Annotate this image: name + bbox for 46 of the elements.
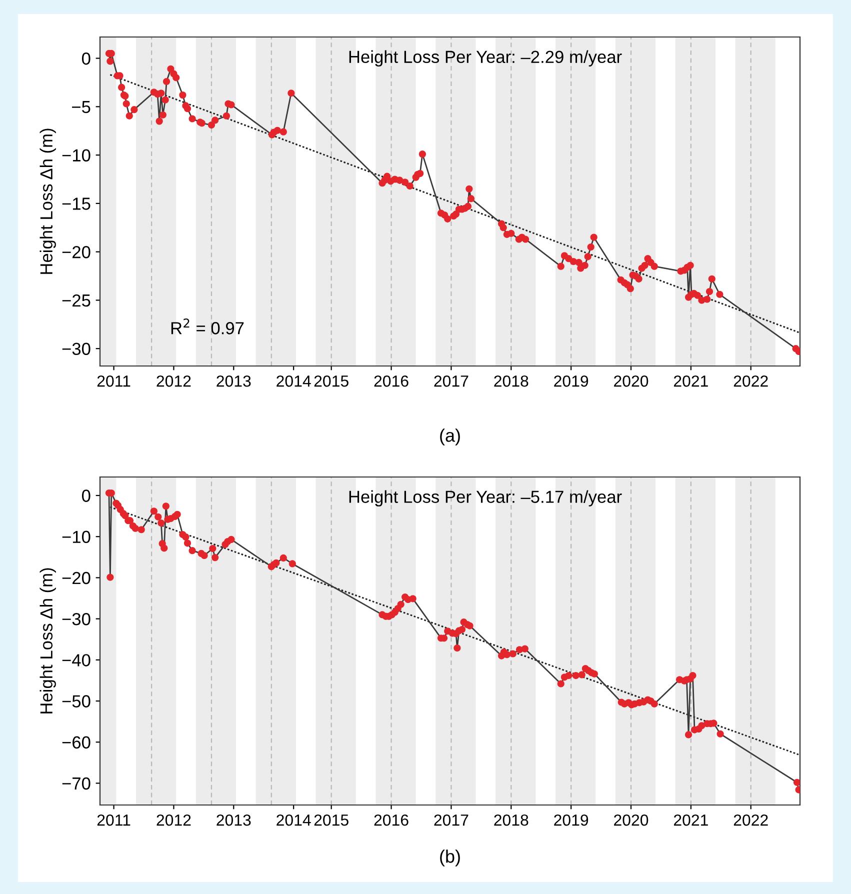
annotation: R$^{2}$ = 0.97 — [171, 318, 244, 334]
text: (b) — [440, 850, 460, 866]
y-axis-title: Height Loss Δh (m) — [40, 568, 56, 714]
x-tick-label: 2011 — [97, 814, 130, 826]
x-tick-label: 2011 — [97, 375, 130, 387]
y-tick-label: −10 — [62, 149, 90, 162]
x-tick-label: 2016 — [374, 814, 408, 826]
text: (a) — [440, 428, 460, 446]
y-tick-label: 0 — [82, 490, 90, 502]
x-tick-label: 2018 — [494, 814, 528, 826]
y-tick-label: −60 — [62, 736, 90, 749]
x-tick-label: 2012 — [156, 375, 191, 387]
y-axis-title: Height Loss Δh (m) — [40, 128, 56, 274]
x-tick-label: 2022 — [734, 814, 768, 826]
y-tick-label: −20 — [62, 246, 90, 258]
x-tick-label: 2021 — [674, 375, 708, 387]
annotation: Height Loss Per Year: –2.29 m/year — [349, 50, 622, 66]
x-tick-label: 2018 — [494, 375, 528, 387]
y-tick-label: −15 — [62, 198, 90, 210]
x-tick-label: 2020 — [614, 375, 648, 387]
y-tick-label: −40 — [62, 654, 90, 666]
x-tick-label: 2015 — [314, 375, 348, 387]
x-tick-label: 2014 — [276, 814, 311, 826]
x-tick-label: 2020 — [614, 814, 648, 826]
y-tick-label: −10 — [62, 530, 90, 544]
y-tick-label: −25 — [62, 294, 90, 307]
y-tick-label: −20 — [62, 572, 90, 584]
annotation: Height Loss Per Year: –5.17 m/year — [349, 490, 622, 506]
x-tick-label: 2022 — [734, 375, 768, 387]
x-tick-label: 2019 — [554, 814, 588, 826]
x-tick-label: 2017 — [434, 814, 468, 826]
x-tick-label: 2012 — [156, 814, 191, 826]
x-tick-label: 2017 — [434, 375, 468, 387]
y-tick-label: −70 — [62, 777, 90, 790]
y-tick-label: 0 — [82, 52, 90, 65]
x-tick-label: 2019 — [554, 375, 588, 387]
x-tick-label: 2013 — [216, 375, 251, 387]
x-tick-label: 2013 — [216, 814, 251, 826]
y-tick-label: −50 — [62, 695, 90, 708]
x-tick-label: 2016 — [374, 375, 408, 387]
x-tick-label: 2015 — [314, 814, 348, 826]
y-tick-label: −30 — [62, 612, 90, 626]
y-tick-label: −5 — [72, 101, 90, 114]
x-tick-label: 2021 — [674, 814, 708, 826]
y-tick-label: −30 — [62, 342, 90, 356]
x-tick-label: 2014 — [276, 375, 311, 387]
